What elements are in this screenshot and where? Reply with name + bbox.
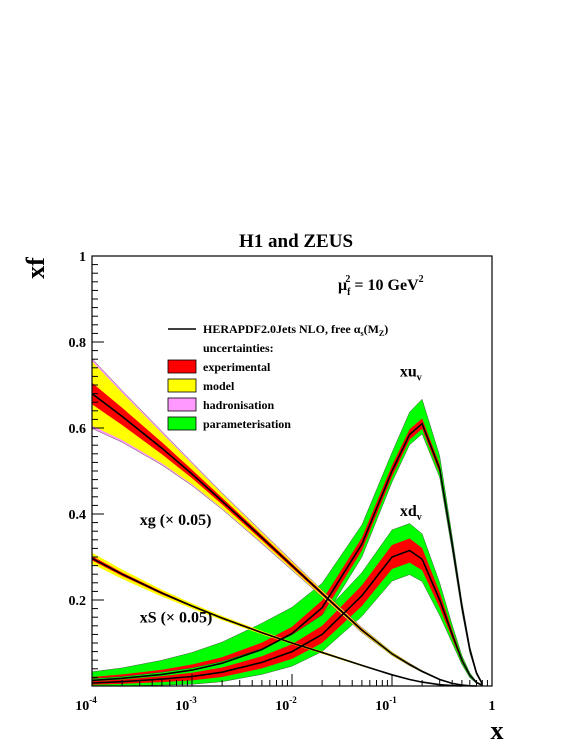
scale-mu: μ — [338, 277, 347, 294]
series-2-central-line — [91, 392, 477, 687]
x-tick-label: 10-1 — [375, 695, 397, 714]
scale-sup: 2 — [345, 274, 350, 285]
y-tick-label: 0.8 — [69, 336, 87, 351]
legend-item-label: experimental — [203, 360, 271, 374]
legend-swatch — [167, 378, 197, 393]
x-tick-label: 10-4 — [75, 695, 97, 714]
series-0-label: xuv — [400, 363, 422, 383]
series-0-experimental-band — [92, 418, 483, 685]
legend-header: uncertainties: — [203, 341, 274, 355]
legend-item-label: model — [203, 379, 235, 393]
legend-item-label: hadronisation — [203, 398, 274, 412]
scale-sub: f — [347, 287, 351, 298]
x-tick-label: 10-3 — [175, 695, 197, 714]
y-tick-label: 1 — [79, 250, 86, 265]
series-0-central-line — [91, 422, 484, 685]
legend-item-label: parameterisation — [203, 417, 291, 431]
legend-swatch — [167, 416, 197, 431]
scale-annotation: μf 2 = 10 GeV2 — [338, 274, 424, 298]
y-tick-label: 0.4 — [69, 508, 87, 523]
series-2-label: xg (× 0.05) — [140, 512, 212, 529]
curve-labels: xuv xdv xg (× 0.05) xS (× 0.05) — [140, 363, 422, 626]
series-3-central-line — [91, 557, 462, 687]
chart-title: H1 and ZEUS — [239, 231, 353, 252]
x-tick-label: 10-2 — [275, 695, 297, 714]
y-tick-label: 0.2 — [69, 594, 87, 609]
scale-rest-sup: 2 — [419, 274, 424, 285]
series-1-parameterisation-band — [91, 523, 483, 687]
x-tick-label: 1 — [489, 699, 496, 714]
legend-swatch — [167, 397, 197, 412]
legend-central-label: HERAPDF2.0Jets NLO, free αs(MZ) — [203, 322, 388, 338]
y-axis-label: xf — [21, 257, 50, 279]
y-tick-label: 0.6 — [69, 422, 87, 437]
x-axis-label: x — [491, 716, 504, 745]
series-3-label: xS (× 0.05) — [140, 609, 213, 626]
legend: HERAPDF2.0Jets NLO, free αs(MZ) uncertai… — [167, 322, 388, 431]
series-1-experimental-band — [92, 538, 483, 686]
scale-rest: = 10 GeV — [350, 277, 419, 294]
legend-swatch — [167, 359, 197, 374]
series-1-central-line — [91, 549, 483, 686]
legend-items: experimental model hadronisation parameteri… — [167, 359, 291, 431]
series-1-label: xdv — [400, 503, 422, 523]
central-curves — [91, 392, 484, 687]
axes: 10-4 10-3 10-2 10-1 1 0.2 0.4 0.6 0.8 1 — [69, 250, 496, 714]
